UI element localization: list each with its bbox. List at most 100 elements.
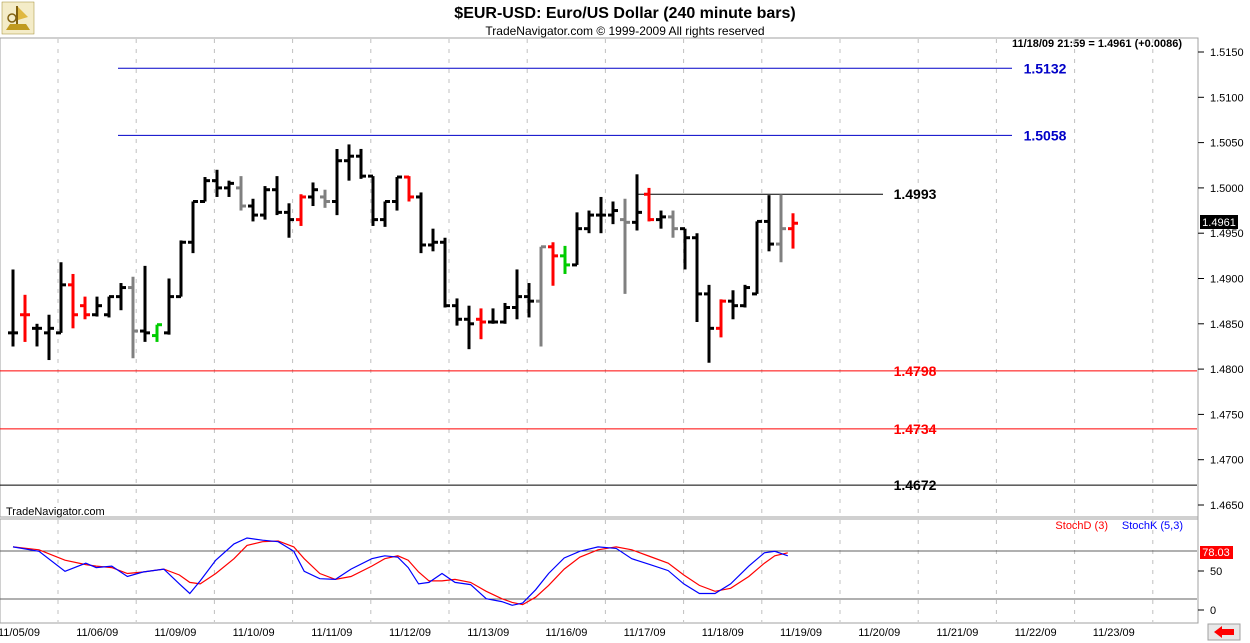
price-tick-label: 1.5150 xyxy=(1210,47,1244,59)
ohlc-bar xyxy=(236,176,246,211)
date-label: 11/12/09 xyxy=(389,627,431,639)
chart-title: $EUR-USD: Euro/US Dollar (240 minute bar… xyxy=(454,5,795,22)
ohlc-bar xyxy=(116,283,126,311)
ohlc-bar xyxy=(332,148,342,216)
ohlc-bar xyxy=(8,269,18,347)
ohlc-bar xyxy=(140,265,150,342)
last-quote-info: 11/18/09 21:59 = 1.4961 (+0.0086) xyxy=(1012,38,1182,50)
ohlc-bar xyxy=(740,284,750,308)
stoch-tick-label: 50 xyxy=(1210,566,1222,578)
watermark: TradeNavigator.com xyxy=(6,506,105,518)
date-label: 11/09/09 xyxy=(154,627,196,639)
ohlc-bar xyxy=(704,284,714,363)
price-tick-label: 1.5050 xyxy=(1210,138,1244,150)
date-label: 11/23/09 xyxy=(1093,627,1135,639)
price-tick-label: 1.4750 xyxy=(1210,409,1244,421)
level-label: 1.4798 xyxy=(894,363,937,379)
level-label: 1.4734 xyxy=(894,421,937,437)
ohlc-bar xyxy=(452,298,462,326)
stoch-value-tag: 78.03 xyxy=(1200,546,1233,559)
ohlc-bar xyxy=(764,195,774,252)
date-label: 11/22/09 xyxy=(1015,627,1057,639)
level-label: 1.5058 xyxy=(1024,127,1067,143)
ohlc-bar xyxy=(788,213,798,249)
level-label: 1.4672 xyxy=(894,477,937,493)
ohlc-bar xyxy=(68,273,78,329)
price-tick-label: 1.4800 xyxy=(1210,364,1244,376)
ohlc-bar xyxy=(680,227,690,270)
ohlc-bar xyxy=(296,194,306,226)
ohlc-bar xyxy=(644,187,654,222)
ohlc-bar xyxy=(344,144,354,181)
date-label: 11/19/09 xyxy=(780,627,822,639)
ohlc-bar xyxy=(716,299,726,338)
last-price-tag: 1.4961 xyxy=(1200,215,1238,229)
date-label: 11/18/09 xyxy=(702,627,744,639)
ohlc-bar xyxy=(20,294,30,342)
date-label: 11/11/09 xyxy=(311,627,352,639)
ohlc-bar xyxy=(272,176,282,216)
ohlc-bar xyxy=(416,192,426,254)
ohlc-bar xyxy=(44,314,54,361)
stochk-line xyxy=(12,537,788,606)
ohlc-bar xyxy=(428,228,438,252)
ohlc-bar xyxy=(92,296,102,317)
svg-text:1.4961: 1.4961 xyxy=(1202,217,1236,229)
date-label: 11/16/09 xyxy=(545,627,587,639)
ohlc-bar xyxy=(164,278,174,335)
ohlc-bar xyxy=(572,212,582,267)
ohlc-bar xyxy=(464,305,474,350)
date-label: 11/10/09 xyxy=(233,627,275,639)
ohlc-bar xyxy=(752,219,762,296)
ship-wheel-logo-icon[interactable] xyxy=(1,1,35,35)
ohlc-bar xyxy=(776,194,786,263)
stochastic-panel xyxy=(0,518,1199,624)
ohlc-bar xyxy=(380,199,390,227)
copyright-text: TradeNavigator.com © 1999-2009 All right… xyxy=(485,24,764,38)
ohlc-bar xyxy=(584,210,594,234)
ohlc-bar xyxy=(188,199,198,254)
stochd-legend: StochD (3) xyxy=(1055,520,1108,532)
level-label: 1.5132 xyxy=(1024,60,1067,76)
ohlc-bar xyxy=(260,186,270,220)
price-tick-label: 1.4950 xyxy=(1210,228,1244,240)
date-label: 11/06/09 xyxy=(76,627,118,639)
stochk-legend: StochK (5,3) xyxy=(1122,520,1183,532)
ohlc-bar xyxy=(668,210,678,238)
left-arrow-icon[interactable] xyxy=(1207,623,1241,641)
ohlc-bar xyxy=(308,182,318,207)
ohlc-bar xyxy=(692,233,702,322)
price-tick-label: 1.4900 xyxy=(1210,274,1244,286)
price-tick-label: 1.4700 xyxy=(1210,455,1244,467)
ohlc-bar xyxy=(488,308,498,324)
date-label: 11/21/09 xyxy=(936,627,978,639)
ohlc-bar xyxy=(368,174,378,226)
ohlc-bar xyxy=(320,189,330,208)
ohlc-bar xyxy=(152,323,162,342)
ohlc-bar xyxy=(32,323,42,347)
stochd-line xyxy=(12,540,788,606)
price-tick-label: 1.5000 xyxy=(1210,183,1244,195)
ohlc-bar xyxy=(200,177,210,203)
ohlc-bar xyxy=(212,169,222,197)
ohlc-bar xyxy=(512,269,522,320)
price-tick-label: 1.4850 xyxy=(1210,319,1244,331)
ohlc-bar xyxy=(104,295,114,318)
date-label: 11/20/09 xyxy=(858,627,900,639)
ohlc-bar xyxy=(596,196,606,234)
ohlc-bar xyxy=(284,203,294,238)
ohlc-bar xyxy=(536,245,546,347)
date-label: 11/05/09 xyxy=(0,627,40,639)
ohlc-bar xyxy=(548,242,558,286)
ohlc-bar xyxy=(524,283,534,318)
price-tick-label: 1.4650 xyxy=(1210,500,1244,512)
ohlc-bar xyxy=(356,148,366,179)
ohlc-bar xyxy=(728,290,738,320)
ohlc-bar xyxy=(632,174,642,231)
ohlc-bar xyxy=(128,276,138,359)
ohlc-bar xyxy=(500,302,510,324)
date-label: 11/13/09 xyxy=(467,627,509,639)
svg-text:78.03: 78.03 xyxy=(1202,547,1230,559)
ohlc-bar xyxy=(404,175,414,202)
level-label: 1.4993 xyxy=(894,186,937,202)
